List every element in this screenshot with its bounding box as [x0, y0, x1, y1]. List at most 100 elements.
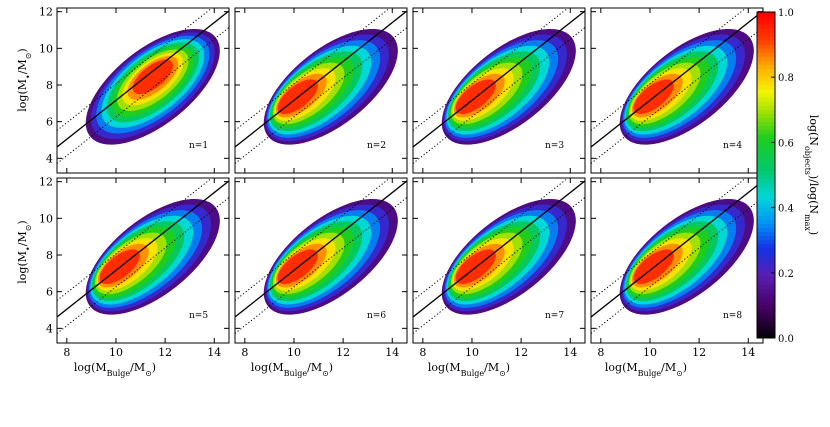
colorbar-cell [757, 101, 775, 107]
colorbar-cell [757, 122, 775, 127]
colorbar-cell [757, 166, 775, 172]
svg-text:log(MBulge/M⊙): log(MBulge/M⊙) [74, 361, 156, 378]
colorbar-cell [757, 24, 775, 29]
colorbar-cell [757, 36, 775, 42]
y-axis-label-bottom: log(M•/M⊙) [16, 220, 33, 283]
panel-2: n=2 [234, 7, 408, 174]
y-tick-label: 12 [39, 6, 53, 19]
y-tick-label: 8 [46, 79, 53, 92]
colorbar-cell [757, 215, 775, 221]
colorbar-tick-label: 0.4 [778, 204, 794, 215]
colorbar-cell [757, 268, 775, 274]
colorbar-cell [757, 211, 775, 217]
y-tick-label: 10 [39, 212, 53, 225]
y-axis-label-top: log(M•/M⊙) [16, 48, 33, 111]
x-tick-label: 12 [692, 346, 706, 359]
colorbar-cell [757, 105, 775, 111]
scatter-line-lower [413, 197, 585, 334]
colorbar-cell [757, 134, 775, 139]
panel-frame [412, 177, 586, 344]
colorbar-tick-label: 0.2 [778, 269, 794, 280]
colorbar-cell [757, 117, 775, 123]
colorbar-cell [757, 264, 775, 270]
scatter-line-upper [413, 178, 569, 301]
colorbar-cell [757, 142, 775, 147]
colorbar-cell [757, 195, 775, 200]
x-axis-label-col1: log(MBulge/M⊙) [74, 361, 156, 378]
x-tick-label: 14 [385, 346, 399, 359]
colorbar-cell [757, 293, 775, 298]
density-map [591, 178, 763, 334]
colorbar-cell [757, 223, 775, 229]
y-tick-label: 6 [46, 116, 53, 129]
colorbar-cell [757, 154, 775, 160]
x-tick-label: 10 [643, 346, 657, 359]
colorbar-cell [757, 187, 775, 192]
panel-label: n=5 [189, 311, 208, 321]
x-tick-label: 8 [419, 346, 426, 359]
colorbar-frame [756, 11, 776, 339]
scatter-line-lower [235, 197, 407, 334]
panel-3: n=3 [412, 7, 586, 174]
x-tick-label: 12 [336, 346, 350, 359]
colorbar-cell [757, 240, 775, 245]
colorbar-cell [757, 285, 775, 290]
panel-label: n=7 [545, 311, 564, 321]
x-tick-label: 10 [109, 346, 123, 359]
density-map [413, 8, 585, 164]
scatter-line-upper [591, 8, 747, 131]
colorbar-cell [757, 260, 775, 266]
colorbar-cell [757, 313, 775, 319]
x-tick-label: 12 [514, 346, 528, 359]
colorbar-cell [757, 203, 775, 209]
colorbar-cell [757, 32, 775, 37]
colorbar-cell [757, 317, 775, 323]
x-axis-label-col2: log(MBulge/M⊙) [251, 361, 333, 378]
panel-6: 8 10 12 14 n=6 [234, 177, 408, 359]
scatter-line-upper [57, 178, 213, 301]
svg-text:log(Nobjects)/log(Nmax): log(Nobjects)/log(Nmax) [804, 115, 821, 235]
colorbar-cell [757, 280, 775, 286]
panel-label: n=6 [367, 311, 386, 321]
density-map [235, 178, 407, 334]
relation-line [57, 10, 229, 148]
relation-line [235, 10, 407, 148]
colorbar-cell [757, 276, 775, 282]
colorbar-cell [757, 297, 775, 302]
panel-7: 8 10 12 14 n=7 [412, 177, 586, 359]
colorbar-cell [757, 158, 775, 164]
colorbar-cell [757, 248, 775, 253]
scatter-line-lower [591, 197, 763, 334]
colorbar-cell [757, 89, 775, 94]
colorbar-tick-label: 1.0 [778, 8, 794, 19]
relation-line [591, 180, 763, 318]
x-tick-label: 8 [63, 346, 70, 359]
panel-4: n=4 [590, 7, 764, 174]
relation-line [413, 180, 585, 318]
panel-label: n=3 [545, 141, 564, 151]
colorbar-cell [757, 113, 775, 119]
colorbar-cell [757, 207, 775, 213]
colorbar-cell [757, 93, 775, 99]
colorbar-cell [757, 333, 775, 339]
density-level [132, 59, 173, 95]
colorbar-cell [757, 301, 775, 306]
scatter-line-upper [235, 8, 391, 131]
scatter-line-lower [57, 197, 229, 334]
panel-label: n=4 [723, 141, 742, 151]
colorbar-cell [757, 170, 775, 176]
x-axis-label-col3: log(MBulge/M⊙) [428, 361, 510, 378]
colorbar-cell [757, 56, 775, 62]
colorbar-cell [757, 48, 775, 54]
colorbar-cell [757, 191, 775, 196]
colorbar-cell [757, 73, 775, 78]
panel-5: 8 10 12 14 4 6 8 10 12 n=5 [39, 176, 230, 359]
colorbar-cell [757, 236, 775, 241]
colorbar-cell [757, 175, 775, 180]
density-map [57, 178, 229, 334]
svg-text:log(MBulge/M⊙): log(MBulge/M⊙) [428, 361, 510, 378]
colorbar-cell [757, 81, 775, 86]
colorbar-cell [757, 16, 775, 21]
colorbar-cell [757, 232, 775, 237]
colorbar-cell [757, 146, 775, 152]
